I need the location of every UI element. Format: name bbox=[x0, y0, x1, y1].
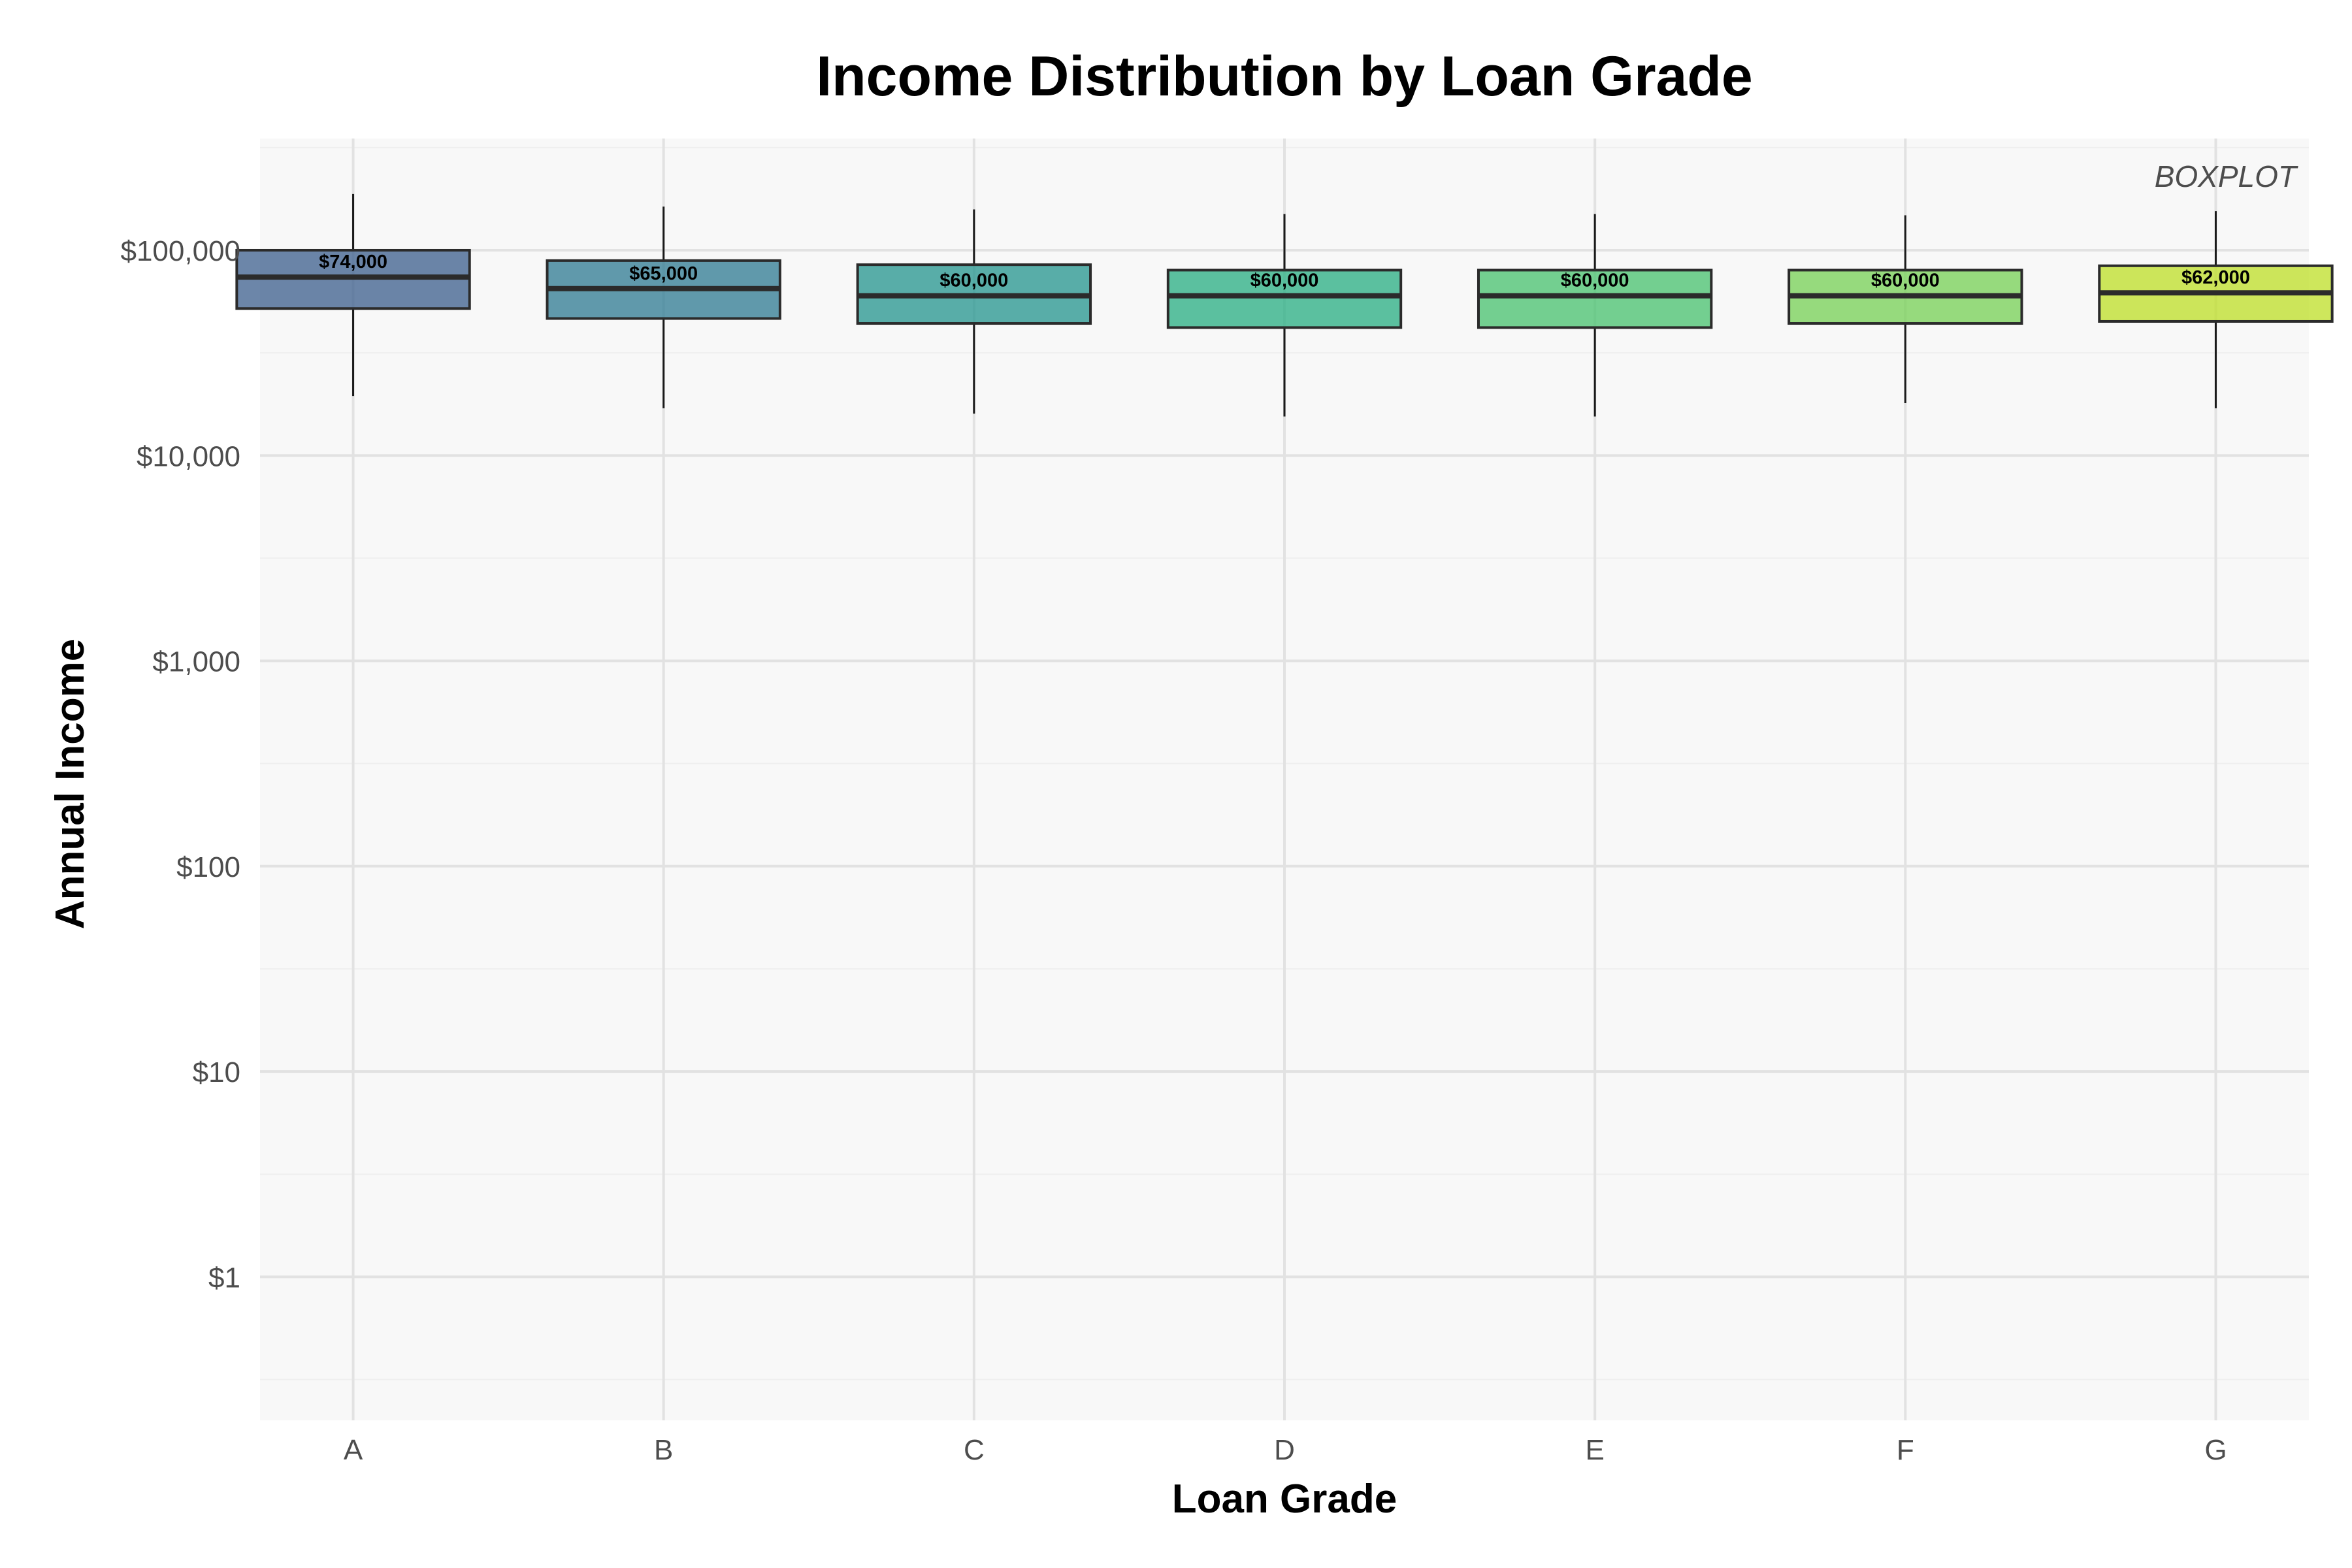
box-d: $60,000 bbox=[1166, 214, 1403, 417]
y-tick-label: $100,000 bbox=[120, 235, 240, 267]
box-c: $60,000 bbox=[856, 209, 1092, 414]
median-label: $60,000 bbox=[1871, 270, 1940, 291]
boxplot-annotation: BOXPLOT bbox=[2155, 159, 2298, 193]
median-label: $74,000 bbox=[319, 252, 387, 272]
y-axis-title: Annual Income bbox=[48, 639, 93, 929]
median-label: $60,000 bbox=[939, 270, 1008, 291]
median-label: $62,000 bbox=[2181, 267, 2250, 288]
x-axis-title: Loan Grade bbox=[1172, 1477, 1397, 1522]
median-label: $65,000 bbox=[629, 263, 698, 284]
x-tick-label: G bbox=[2204, 1434, 2227, 1466]
box-series: $74,000 $65,000 $60,000 $60,000 $60,000 $60,0… bbox=[235, 193, 2334, 417]
x-tick-label: B bbox=[654, 1434, 673, 1466]
box-e: $60,000 bbox=[1477, 214, 1713, 417]
y-tick-label: $10 bbox=[193, 1056, 240, 1088]
box-f: $60,000 bbox=[1788, 215, 2023, 404]
y-axis-ticks: $1 $10 $100 $1,000 $10,000 $100,000 bbox=[120, 235, 240, 1294]
x-tick-label: D bbox=[1274, 1434, 1295, 1466]
grid-lines bbox=[260, 139, 2309, 1420]
box-b: $65,000 bbox=[546, 206, 781, 408]
x-tick-label: F bbox=[1897, 1434, 1914, 1466]
x-tick-label: E bbox=[1585, 1434, 1604, 1466]
x-tick-label: C bbox=[964, 1434, 985, 1466]
box-iqr bbox=[1477, 269, 1713, 329]
y-tick-label: $1 bbox=[208, 1262, 240, 1294]
median-label: $60,000 bbox=[1250, 270, 1319, 291]
x-tick-label: A bbox=[344, 1434, 363, 1466]
y-tick-label: $100 bbox=[176, 851, 240, 883]
y-tick-label: $10,000 bbox=[137, 440, 240, 472]
chart-title: Income Distribution by Loan Grade bbox=[816, 45, 1753, 108]
x-axis-ticks: A B C D E F G bbox=[344, 1434, 2227, 1466]
box-g: $62,000 bbox=[2098, 211, 2334, 408]
box-a: $74,000 bbox=[235, 193, 471, 397]
y-tick-label: $1,000 bbox=[152, 646, 240, 678]
box-iqr bbox=[1166, 269, 1403, 329]
median-label: $60,000 bbox=[1561, 270, 1629, 291]
